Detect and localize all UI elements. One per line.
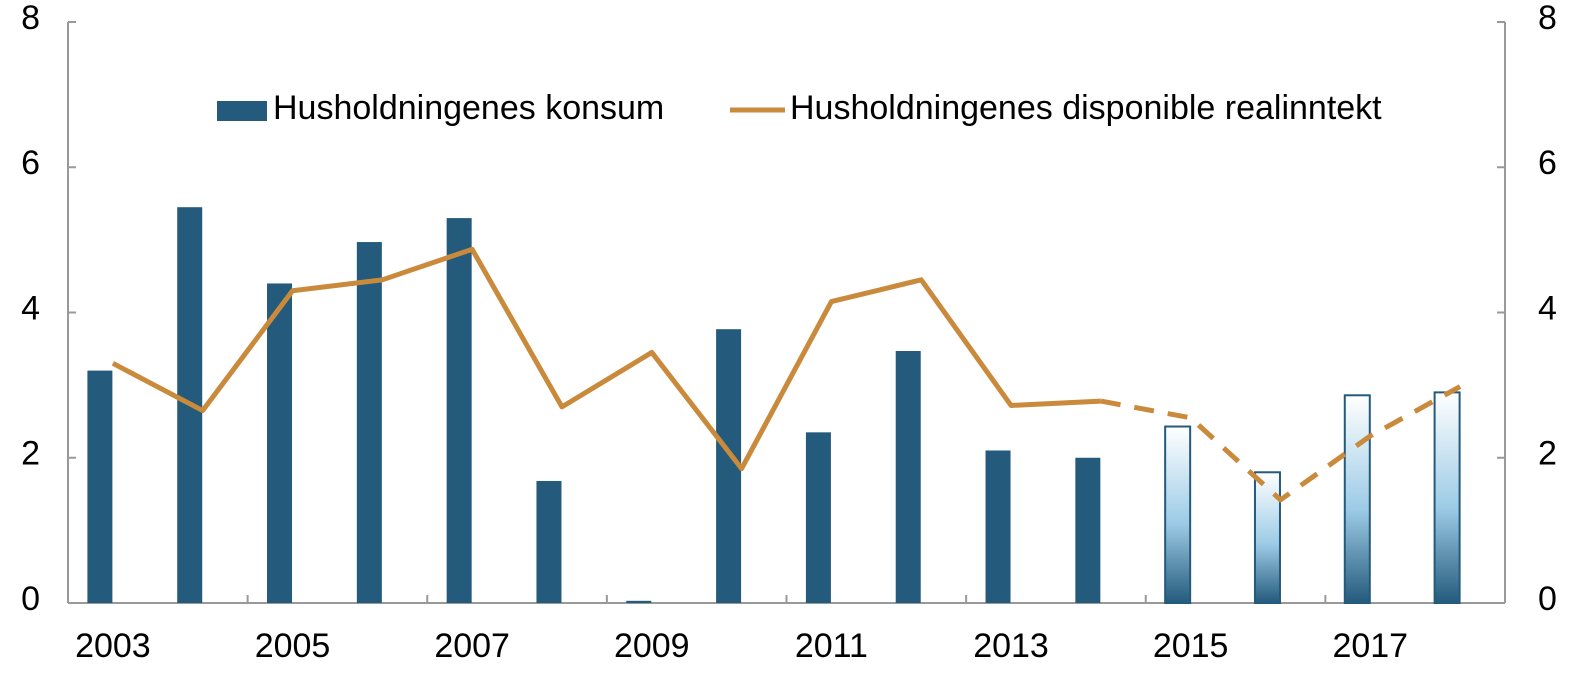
x-tick-label: 2011 [795, 627, 868, 665]
bar [895, 350, 921, 603]
y-tick-label: 6 [21, 144, 40, 182]
y2-tick-label: 0 [1538, 580, 1557, 618]
x-tick-label: 2005 [255, 627, 331, 665]
y2-tick-label: 6 [1538, 144, 1557, 182]
bar [267, 283, 293, 603]
bar [356, 242, 382, 603]
legend-swatch [217, 101, 267, 121]
bar [536, 480, 562, 603]
x-tick-label: 2009 [614, 627, 690, 665]
y2-tick-label: 2 [1538, 435, 1557, 473]
bar [985, 450, 1011, 603]
legend-label: Husholdningenes konsum [273, 89, 664, 127]
x-tick-label: 2013 [973, 627, 1049, 665]
forecast-bar [1164, 425, 1192, 604]
bar [87, 370, 113, 603]
bar [446, 218, 472, 603]
bar [1075, 457, 1101, 603]
x-tick-label: 2007 [434, 627, 510, 665]
y-tick-label: 4 [21, 289, 40, 327]
forecast-bar [1433, 391, 1461, 605]
legend-label: Husholdningenes disponible realinntekt [790, 89, 1382, 127]
line [111, 246, 1101, 472]
y-tick-label: 0 [21, 580, 40, 618]
y2-tick-label: 4 [1538, 289, 1557, 327]
bar [626, 600, 652, 603]
forecast-line [1100, 384, 1462, 503]
x-tick-label: 2015 [1153, 627, 1229, 665]
y2-tick-label: 8 [1538, 0, 1557, 37]
x-tick-label: 2003 [75, 627, 151, 665]
x-tick-label: 2017 [1332, 627, 1408, 665]
forecast-bar [1343, 394, 1371, 605]
y-tick-label: 8 [21, 0, 40, 37]
bar [805, 432, 831, 603]
y-tick-label: 2 [21, 435, 40, 473]
forecast-bar [1253, 471, 1281, 604]
